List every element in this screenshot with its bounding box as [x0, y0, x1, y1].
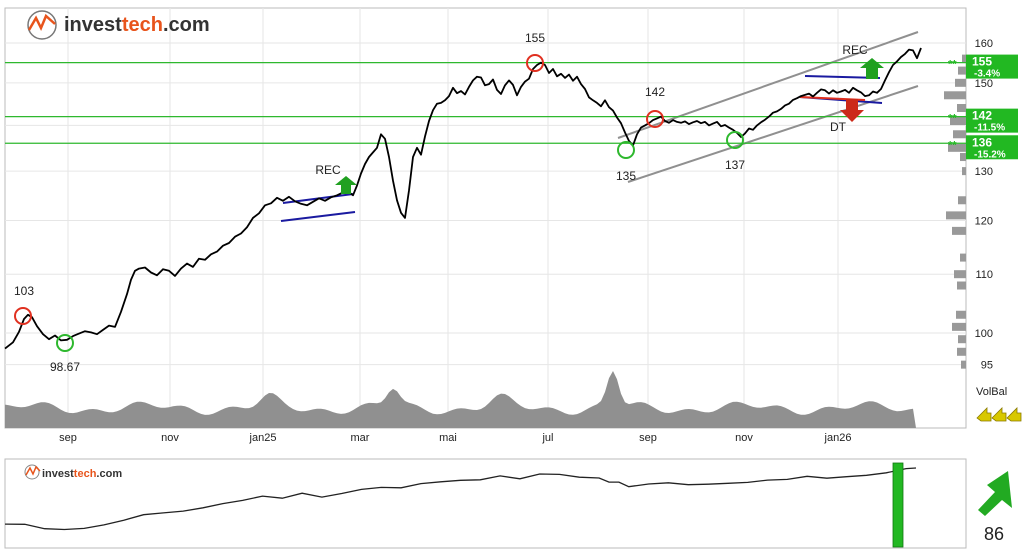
brand-name: investtech.com — [64, 14, 210, 36]
level-marker-icon: ** — [948, 59, 957, 71]
indicator-line — [4, 467, 917, 531]
y-tick-label: 130 — [975, 166, 993, 178]
annotation-label: 98.67 — [50, 360, 80, 374]
annotation-label: 155 — [525, 31, 545, 45]
rec-up-arrow-icon — [860, 58, 884, 79]
annotation-label: 137 — [725, 158, 745, 172]
y-tick-label: 160 — [975, 38, 993, 50]
dt-down-arrow-icon — [840, 99, 864, 122]
brand-name-small: investtech.com — [42, 468, 122, 480]
brand-logo-small: investtech.com — [24, 464, 122, 480]
bottom-circle-135 — [617, 141, 635, 159]
x-tick-label: nov — [161, 432, 179, 444]
level-pct: -3.4% — [974, 69, 1000, 80]
bottom-circle-98 — [56, 334, 74, 352]
volume-profile-bar — [953, 130, 966, 139]
volume-profile-bar — [952, 226, 966, 235]
score-up-arrow-icon — [978, 471, 1012, 516]
annotation-label: REC — [315, 163, 341, 177]
volume-profile-bar — [961, 360, 966, 369]
volume-profile-bar — [958, 196, 966, 205]
volume-profile-bar — [958, 335, 966, 344]
y-tick-label: 95 — [981, 360, 993, 372]
volume-profile-bar — [946, 211, 966, 220]
trend-channel-upper — [617, 31, 919, 139]
level-value: 142 — [972, 109, 992, 123]
top-circle-155 — [526, 54, 544, 72]
volume-profile-bar — [960, 253, 966, 262]
level-box — [966, 108, 1018, 133]
x-tick-label: nov — [735, 432, 753, 444]
volume-profile-bar — [957, 104, 966, 113]
annotation-label: REC — [842, 43, 868, 57]
level-box — [966, 54, 1018, 79]
logo-zigzag-icon — [25, 465, 41, 476]
indicator-bar — [892, 462, 904, 548]
annotation-label: 103 — [14, 284, 34, 298]
volume-profile-bar — [962, 54, 966, 63]
x-tick-label: mar — [351, 432, 370, 444]
level-pct: -15.2% — [974, 149, 1006, 160]
rect-bottom-line-1 — [280, 211, 356, 222]
volume-profile-bar — [958, 66, 966, 75]
volume-profile-bar — [952, 322, 966, 331]
level-marker-icon: ** — [948, 113, 957, 125]
indicator-frame — [4, 458, 967, 549]
top-circle-142 — [646, 110, 664, 128]
volbal-label: VolBal — [976, 386, 1007, 398]
volume-profile-bar — [954, 270, 966, 279]
annotation-label: 142 — [645, 85, 665, 99]
volume-profile-bar — [957, 281, 966, 290]
volbal-arrow-icon — [1006, 407, 1022, 422]
bottom-circle-137 — [726, 131, 744, 149]
y-tick-label: 150 — [975, 78, 993, 90]
price-line — [4, 47, 922, 350]
volume-profile-bar — [944, 91, 966, 100]
level-pct: -11.5% — [974, 123, 1005, 134]
volume-profile-bar — [960, 153, 966, 162]
volume-profile-bar — [950, 116, 966, 125]
y-tick-label: 120 — [975, 216, 993, 228]
trend-channel-lower — [627, 85, 919, 183]
volume-profile-bar — [962, 167, 966, 176]
top-circle-103 — [14, 307, 32, 325]
volume-profile-bar — [956, 310, 966, 319]
y-tick-label: 100 — [975, 328, 993, 340]
rec-up-arrow-icon — [335, 176, 357, 194]
x-tick-label: sep — [59, 432, 77, 444]
volbal-arrow-icon — [976, 407, 992, 422]
volbal-arrow-icon — [991, 407, 1007, 422]
volume-area — [5, 371, 916, 428]
annotation-label: DT — [830, 120, 847, 134]
volume-profile-bar — [955, 78, 966, 87]
y-tick-label: 110 — [975, 269, 993, 281]
x-tick-label: jan25 — [249, 432, 277, 444]
x-tick-label: sep — [639, 432, 657, 444]
technical-score: 86 — [984, 524, 1005, 544]
level-value: 155 — [972, 55, 992, 69]
volume-profile-bar — [948, 143, 966, 152]
level-box — [966, 135, 1018, 160]
level-marker-icon: ** — [948, 139, 957, 151]
x-tick-label: mai — [439, 432, 457, 444]
volume-profile-bar — [957, 347, 966, 356]
annotation-label: 135 — [616, 169, 636, 183]
x-tick-label: jul — [541, 432, 553, 444]
x-tick-label: jan26 — [824, 432, 852, 444]
level-value: 136 — [972, 135, 992, 149]
brand-logo: investtech.com — [27, 10, 210, 40]
logo-zigzag-icon — [27, 13, 56, 32]
